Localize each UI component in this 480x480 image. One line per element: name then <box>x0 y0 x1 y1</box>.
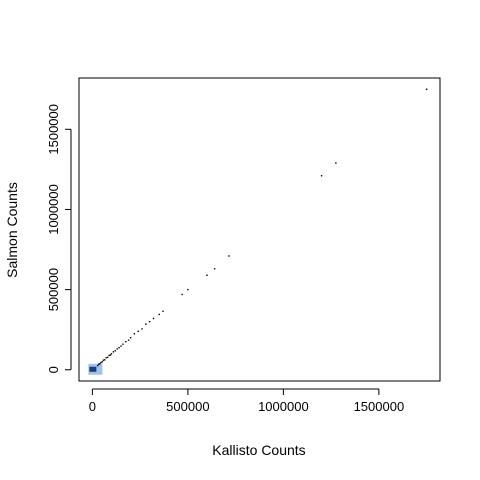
data-point <box>105 356 107 359</box>
y-axis-title: Salmon Counts <box>4 182 20 278</box>
x-tick-label: 1500000 <box>354 399 405 414</box>
data-point <box>110 352 113 355</box>
data-point <box>109 354 112 356</box>
data-point <box>124 340 127 343</box>
data-point <box>103 359 106 361</box>
data-point <box>162 310 164 313</box>
data-point <box>116 348 119 350</box>
data-points <box>96 88 428 367</box>
data-point <box>425 88 428 91</box>
data-point <box>228 255 230 257</box>
x-axis-title: Kallisto Counts <box>212 442 305 458</box>
data-point <box>100 361 102 364</box>
data-point <box>102 359 105 361</box>
data-point <box>335 162 337 164</box>
x-tick-label: 0 <box>89 399 96 414</box>
data-point <box>127 339 130 341</box>
data-point <box>158 313 161 316</box>
data-point <box>133 332 136 335</box>
y-axis: 0 500000 1000000 1500000 <box>46 104 72 373</box>
data-point <box>206 274 208 276</box>
plot-frame <box>78 77 441 382</box>
data-point <box>129 336 132 339</box>
data-point <box>141 328 143 330</box>
data-point <box>114 350 117 352</box>
data-point <box>120 345 122 347</box>
y-tick-label: 500000 <box>46 268 61 311</box>
y-tick-label: 1500000 <box>46 104 61 155</box>
data-point <box>101 360 104 363</box>
data-point <box>106 356 109 359</box>
data-point <box>98 363 100 365</box>
data-point <box>148 320 151 323</box>
data-point <box>137 330 140 333</box>
x-tick-label: 1000000 <box>258 399 309 414</box>
data-point <box>320 174 323 177</box>
y-tick-label: 1000000 <box>46 184 61 235</box>
data-point <box>122 343 124 345</box>
dense-core <box>88 363 103 375</box>
x-tick-label: 500000 <box>166 399 209 414</box>
x-axis: 0 500000 1000000 1500000 <box>89 388 405 414</box>
data-point <box>118 346 120 349</box>
data-point <box>181 293 183 296</box>
y-tick-label: 0 <box>46 366 61 373</box>
data-point <box>112 351 115 353</box>
data-point <box>145 323 147 325</box>
data-point <box>152 317 155 320</box>
data-point <box>108 354 110 357</box>
data-point <box>187 288 189 291</box>
dense-core-center <box>89 366 97 372</box>
data-point <box>213 267 216 270</box>
data-point <box>96 364 99 367</box>
